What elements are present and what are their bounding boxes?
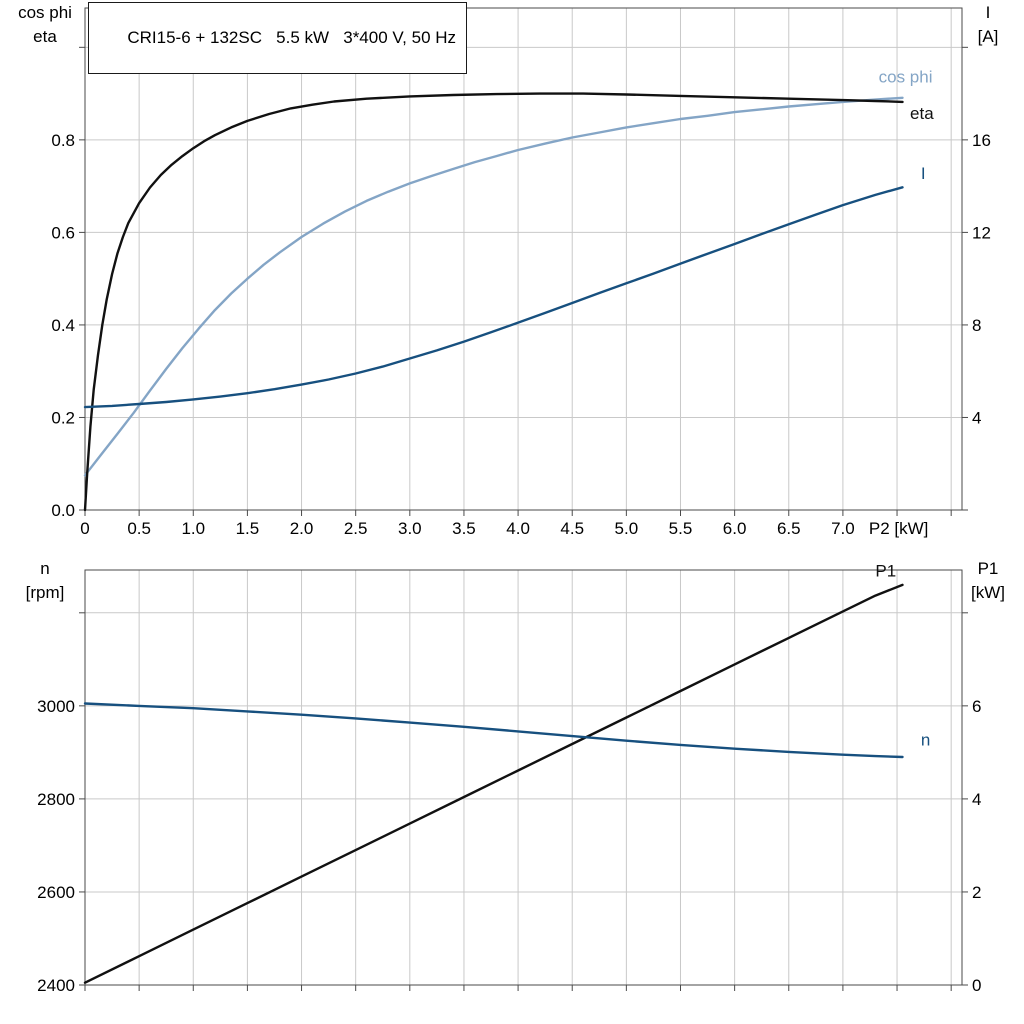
curve-label-p1: P1 xyxy=(875,562,896,581)
x-tick-label: 1.0 xyxy=(181,519,205,538)
y-right-axis-title: [kW] xyxy=(971,583,1005,602)
x-tick-label: 4.5 xyxy=(560,519,584,538)
y-left-tick-label: 2800 xyxy=(37,790,75,809)
x-tick-label: 1.5 xyxy=(236,519,260,538)
y-left-tick-label: 0.4 xyxy=(51,316,75,335)
x-tick-label: 5.0 xyxy=(615,519,639,538)
y-left-tick-label: 2600 xyxy=(37,883,75,902)
x-tick-label: 7.0 xyxy=(831,519,855,538)
y-right-tick-label: 4 xyxy=(972,408,981,427)
y-right-axis-title: P1 xyxy=(978,559,999,578)
y-right-tick-label: 4 xyxy=(972,790,981,809)
y-left-tick-label: 0.2 xyxy=(51,408,75,427)
y-left-tick-label: 3000 xyxy=(37,697,75,716)
x-tick-label: 2.0 xyxy=(290,519,314,538)
x-tick-label: 5.5 xyxy=(669,519,693,538)
x-tick-label: 3.0 xyxy=(398,519,422,538)
x-tick-label: 6.5 xyxy=(777,519,801,538)
axis-tick-layer xyxy=(79,612,968,991)
series-p1 xyxy=(83,583,904,984)
series-n xyxy=(83,702,904,759)
motor-performance-bottom-svg: 2400 2600 2800 3000 0 2 4 6 n [rpm] P1 [kW] P1 n xyxy=(26,559,1005,995)
chart-title: CRI15-6 + 132SC 5.5 kW 3*400 V, 50 Hz xyxy=(127,28,457,47)
x-tick-label: 4.0 xyxy=(506,519,530,538)
y-right-axis-title: I xyxy=(986,3,991,22)
y-left-axis-title: [rpm] xyxy=(26,583,65,602)
series-i xyxy=(83,186,904,409)
y-right-axis-title: [A] xyxy=(978,27,999,46)
y-left-tick-label: 2400 xyxy=(37,976,75,995)
x-axis-title: P2 [kW] xyxy=(869,519,929,538)
curve-label-cos-phi: cos phi xyxy=(879,67,933,86)
curve-label-eta: eta xyxy=(910,104,934,123)
y-right-tick-label: 6 xyxy=(972,697,981,716)
x-tick-label: 6.0 xyxy=(723,519,747,538)
motor-performance-top-svg: 0 0.5 1.0 1.5 2.0 2.5 3.0 3.5 4.0 4.5 5.0 5.5 6.0 6.5… xyxy=(18,3,998,538)
series-eta xyxy=(83,92,904,512)
axis-tick-layer xyxy=(79,46,968,516)
chart-title-box: CRI15-6 + 132SC 5.5 kW 3*400 V, 50 Hz xyxy=(88,2,468,74)
curve-label-i: I xyxy=(921,164,926,183)
y-left-tick-label: 0.6 xyxy=(51,223,75,242)
y-left-axis-title: n xyxy=(40,559,49,578)
curve-label-n: n xyxy=(921,730,930,749)
x-tick-label: 0.5 xyxy=(127,519,151,538)
x-tick-label: 2.5 xyxy=(344,519,368,538)
axis-text-layer: 0 0.5 1.0 1.5 2.0 2.5 3.0 3.5 4.0 4.5 5.0 5.5 6.0 6.5… xyxy=(18,3,998,538)
y-right-tick-label: 2 xyxy=(972,883,981,902)
x-tick-label: 0 xyxy=(80,519,89,538)
y-left-tick-label: 0.8 xyxy=(51,131,75,150)
grid-layer xyxy=(85,8,962,510)
y-right-tick-label: 16 xyxy=(972,131,991,150)
axis-text-layer: 2400 2600 2800 3000 0 2 4 6 n [rpm] P1 [kW] xyxy=(26,559,1005,995)
grid-layer xyxy=(85,570,962,985)
plot-frame xyxy=(84,569,963,986)
bottom-chart-panel: 2400 2600 2800 3000 0 2 4 6 n [rpm] P1 [kW] P1 n xyxy=(0,556,1024,1024)
plot-frame xyxy=(84,7,963,511)
y-left-tick-label: 0.0 xyxy=(51,501,75,520)
y-left-axis-title: cos phi xyxy=(18,3,72,22)
y-right-tick-label: 0 xyxy=(972,976,981,995)
y-left-axis-title: eta xyxy=(33,27,57,46)
series-cos-phi xyxy=(83,96,904,477)
x-tick-label: 3.5 xyxy=(452,519,476,538)
y-right-tick-label: 8 xyxy=(972,316,981,335)
y-right-tick-label: 12 xyxy=(972,223,991,242)
